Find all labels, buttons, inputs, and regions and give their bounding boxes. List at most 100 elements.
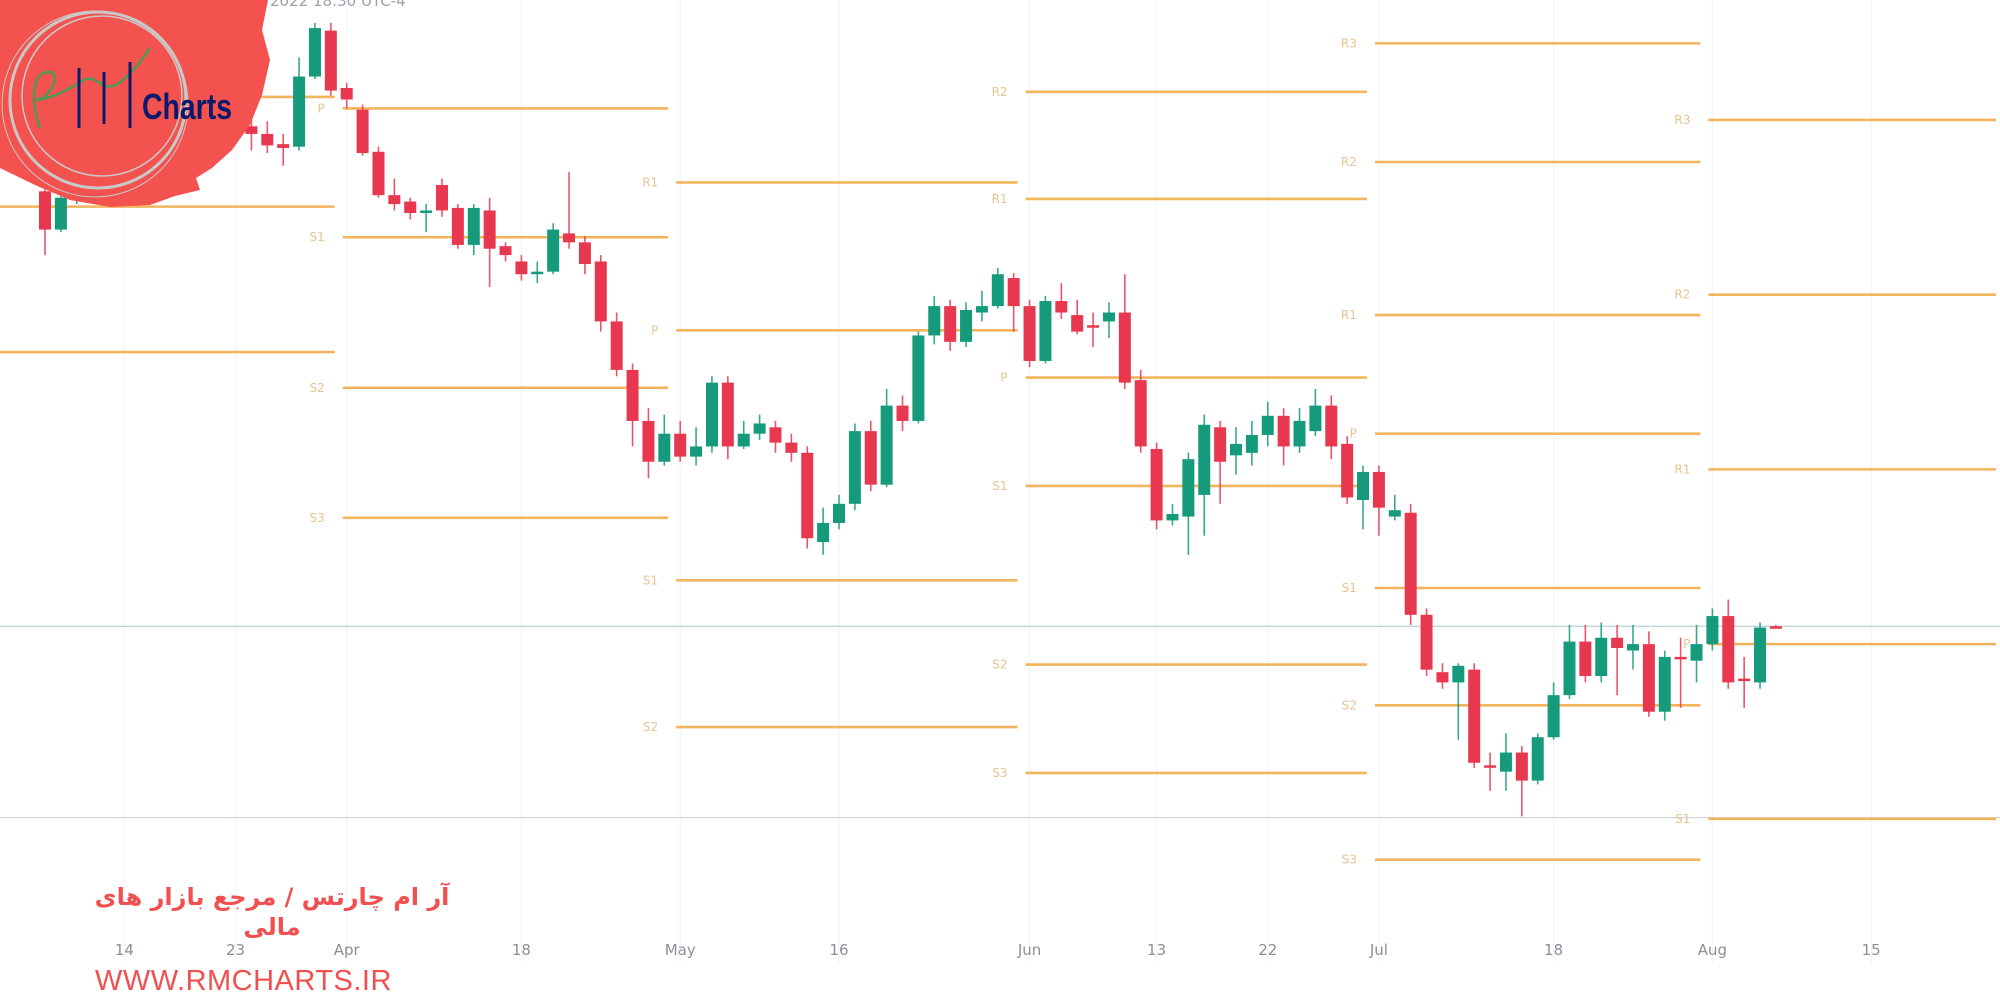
candle (1198, 414, 1211, 536)
candle (245, 117, 258, 151)
candle (436, 178, 448, 217)
x-tick-label: Jul (1369, 941, 1388, 959)
candle (1515, 746, 1528, 817)
candle-body (1690, 644, 1703, 661)
x-axis: 14 23 Apr 18 May 16 Jun 13 22 Jul 18 Aug 15 (115, 941, 1881, 959)
candle (531, 261, 544, 284)
candle-body (293, 76, 306, 147)
candle (547, 223, 560, 275)
candle (658, 414, 671, 466)
pivot-label: R2 (992, 85, 1008, 99)
grid (123, 0, 1872, 963)
candle (578, 235, 591, 275)
candle (817, 507, 830, 555)
pivot-label: R3 (1674, 113, 1690, 127)
candle-body (1023, 306, 1036, 361)
candle (388, 178, 401, 211)
candle (674, 420, 687, 462)
x-tick-label: 23 (226, 941, 245, 959)
candle (308, 22, 321, 80)
candle (690, 427, 703, 466)
candle-body (1563, 641, 1576, 696)
candle (1563, 624, 1576, 699)
candle (1182, 452, 1195, 555)
candle-body (1436, 672, 1449, 683)
candle-body (674, 433, 687, 457)
pivot-levels: P S1 S2 S3 R1 P S1 S2 R2 R1 P S1 S2 S3 R3 R2 R1 P S1 S2 S3 R3… (0, 36, 1996, 867)
candle (1468, 663, 1481, 768)
candle-body (578, 242, 591, 265)
candle (1754, 622, 1767, 689)
pivot-label: P (1000, 371, 1007, 385)
candle-body (960, 309, 973, 342)
x-tick-label: Jun (1017, 941, 1041, 959)
candle (1261, 401, 1274, 447)
candle (404, 197, 417, 220)
candle-body (944, 306, 957, 342)
logo-rm-script (32, 47, 152, 129)
candle-body (515, 261, 528, 275)
header-timestamp: 2022 18:30 UTC-4 (270, 0, 406, 10)
candle (801, 446, 814, 549)
candle (39, 178, 51, 256)
candle-body (1150, 448, 1163, 521)
candle (372, 146, 385, 198)
candle-body (1357, 471, 1370, 500)
candle-body (1007, 278, 1020, 307)
candle (880, 389, 893, 488)
candle (785, 433, 798, 462)
candle-body (1198, 424, 1211, 495)
candle-body (261, 133, 274, 146)
candle-body (642, 420, 655, 462)
candle (1547, 682, 1560, 740)
candle-body (563, 233, 576, 243)
logo-candle-glyphs (77, 62, 132, 128)
candle-body (1611, 637, 1624, 648)
candle-body (388, 195, 401, 205)
pivot-label: P (1350, 427, 1357, 441)
candle-body (483, 210, 496, 249)
pivot-label: S2 (992, 658, 1007, 672)
candle (1769, 624, 1782, 629)
candle-body (467, 207, 480, 245)
candle (1023, 299, 1036, 368)
candle-body (1325, 405, 1338, 447)
candle-body (245, 126, 258, 134)
candle-body (1134, 380, 1147, 447)
candle-body (1039, 301, 1052, 361)
candle (1309, 389, 1322, 437)
candle-body (1722, 616, 1735, 683)
pivot-label: R1 (642, 175, 658, 189)
candle-body (1706, 616, 1719, 645)
pivot-label: R1 (1341, 308, 1357, 322)
candle (610, 312, 623, 377)
candle-body (737, 433, 750, 447)
candle-body (690, 446, 703, 457)
candle-body (372, 151, 385, 196)
candle (1134, 369, 1147, 453)
candle-body (308, 28, 321, 77)
candle (1722, 599, 1735, 689)
candle-body (451, 207, 464, 245)
candle (1087, 312, 1100, 347)
candle (499, 242, 512, 262)
candle (1277, 408, 1290, 466)
candle (753, 414, 766, 441)
candle (721, 376, 734, 460)
candle-body (547, 229, 560, 272)
candle (912, 331, 925, 424)
candle-body (721, 382, 734, 447)
candle-body (1182, 459, 1195, 517)
candle (467, 204, 480, 256)
candle-body (1404, 512, 1417, 615)
candle-body (1071, 315, 1084, 332)
candle (1102, 302, 1115, 339)
candle-body (1642, 644, 1655, 712)
candle (1595, 622, 1608, 683)
candle-body (912, 335, 925, 421)
candle-body (1245, 434, 1258, 453)
candle-body (801, 452, 814, 539)
candle (1293, 408, 1306, 453)
reference-lines (0, 625, 2000, 819)
